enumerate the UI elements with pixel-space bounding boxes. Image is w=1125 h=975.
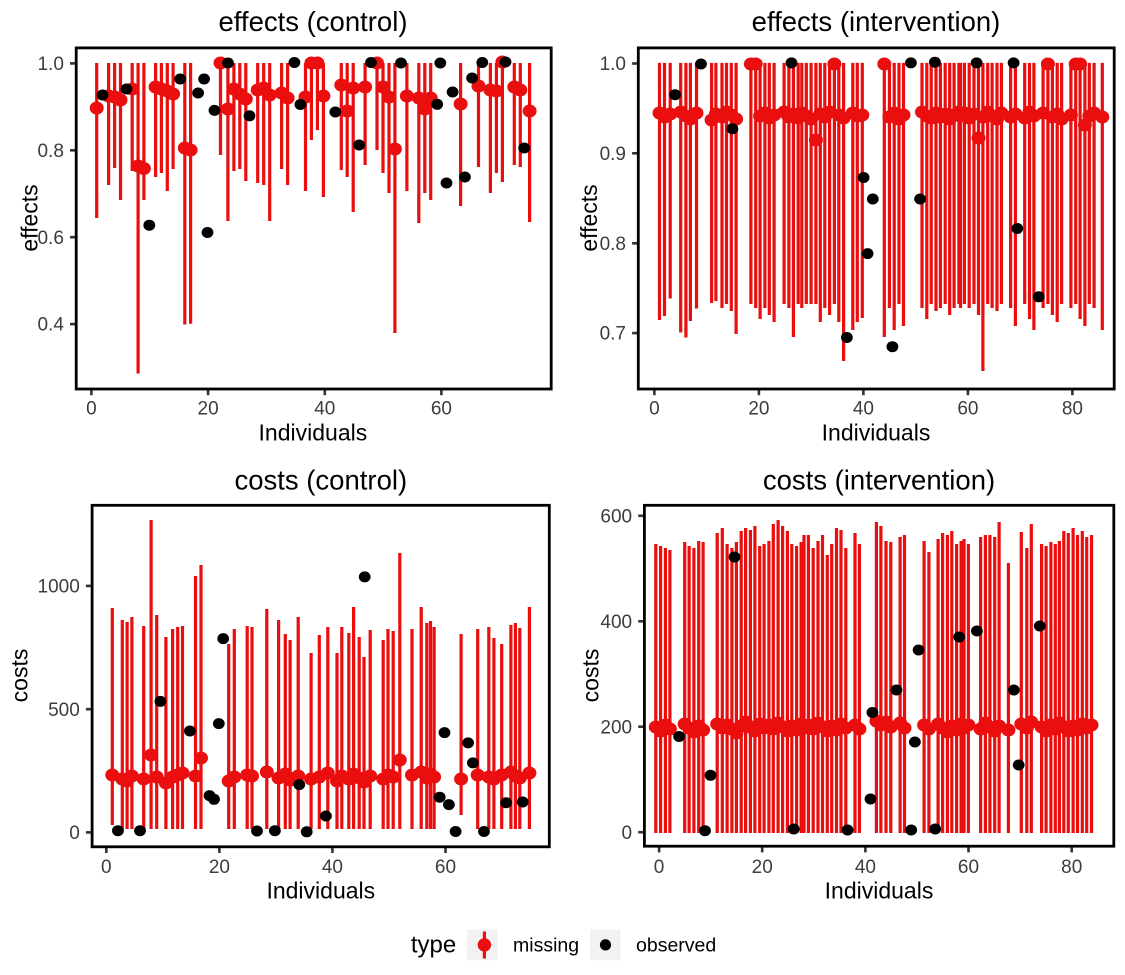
svg-text:0.7: 0.7 — [600, 324, 626, 345]
svg-text:400: 400 — [600, 612, 632, 633]
svg-text:20: 20 — [752, 857, 773, 878]
svg-text:effects: effects — [576, 184, 602, 251]
svg-text:costs (intervention): costs (intervention) — [763, 464, 995, 495]
svg-text:missing: missing — [513, 935, 579, 957]
svg-text:500: 500 — [48, 700, 80, 721]
svg-text:200: 200 — [600, 717, 632, 738]
svg-text:0.9: 0.9 — [600, 144, 626, 165]
svg-text:40: 40 — [855, 857, 876, 878]
svg-text:0.8: 0.8 — [37, 141, 63, 162]
svg-text:60: 60 — [431, 398, 452, 419]
svg-text:type: type — [411, 932, 456, 959]
svg-text:40: 40 — [314, 398, 335, 419]
svg-text:effects: effects — [17, 184, 43, 251]
svg-text:20: 20 — [198, 398, 219, 419]
svg-text:effects (control): effects (control) — [218, 6, 407, 37]
svg-text:Individuals: Individuals — [259, 420, 368, 446]
svg-text:80: 80 — [1062, 398, 1083, 419]
svg-text:1.0: 1.0 — [37, 54, 63, 75]
svg-text:effects (intervention): effects (intervention) — [752, 6, 1001, 37]
svg-text:Individuals: Individuals — [825, 878, 934, 904]
svg-text:80: 80 — [1061, 857, 1082, 878]
svg-text:1000: 1000 — [38, 577, 80, 598]
svg-text:0: 0 — [654, 857, 665, 878]
svg-text:0: 0 — [69, 823, 80, 844]
svg-text:60: 60 — [958, 857, 979, 878]
svg-text:0: 0 — [649, 398, 660, 419]
svg-text:costs (control): costs (control) — [234, 464, 407, 495]
svg-text:40: 40 — [322, 857, 343, 878]
svg-text:Individuals: Individuals — [266, 878, 375, 904]
svg-text:Individuals: Individuals — [822, 420, 931, 446]
svg-text:0.8: 0.8 — [600, 234, 626, 255]
svg-text:1.0: 1.0 — [600, 54, 626, 75]
svg-text:40: 40 — [853, 398, 874, 419]
svg-text:60: 60 — [957, 398, 978, 419]
svg-text:costs: costs — [578, 649, 604, 703]
svg-text:0: 0 — [622, 823, 633, 844]
svg-text:20: 20 — [209, 857, 230, 878]
svg-text:60: 60 — [435, 857, 456, 878]
svg-text:costs: costs — [7, 649, 33, 703]
svg-text:20: 20 — [748, 398, 769, 419]
svg-text:0.4: 0.4 — [37, 315, 64, 336]
svg-text:600: 600 — [600, 506, 632, 527]
svg-text:0: 0 — [101, 857, 112, 878]
svg-text:observed: observed — [636, 935, 716, 957]
svg-text:0: 0 — [86, 398, 97, 419]
svg-text:0.6: 0.6 — [37, 228, 63, 249]
